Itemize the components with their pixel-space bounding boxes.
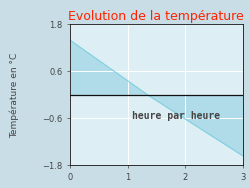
Text: Température en °C: Température en °C: [10, 52, 20, 138]
Title: Evolution de la température: Evolution de la température: [68, 10, 244, 23]
Text: heure par heure: heure par heure: [132, 111, 220, 121]
